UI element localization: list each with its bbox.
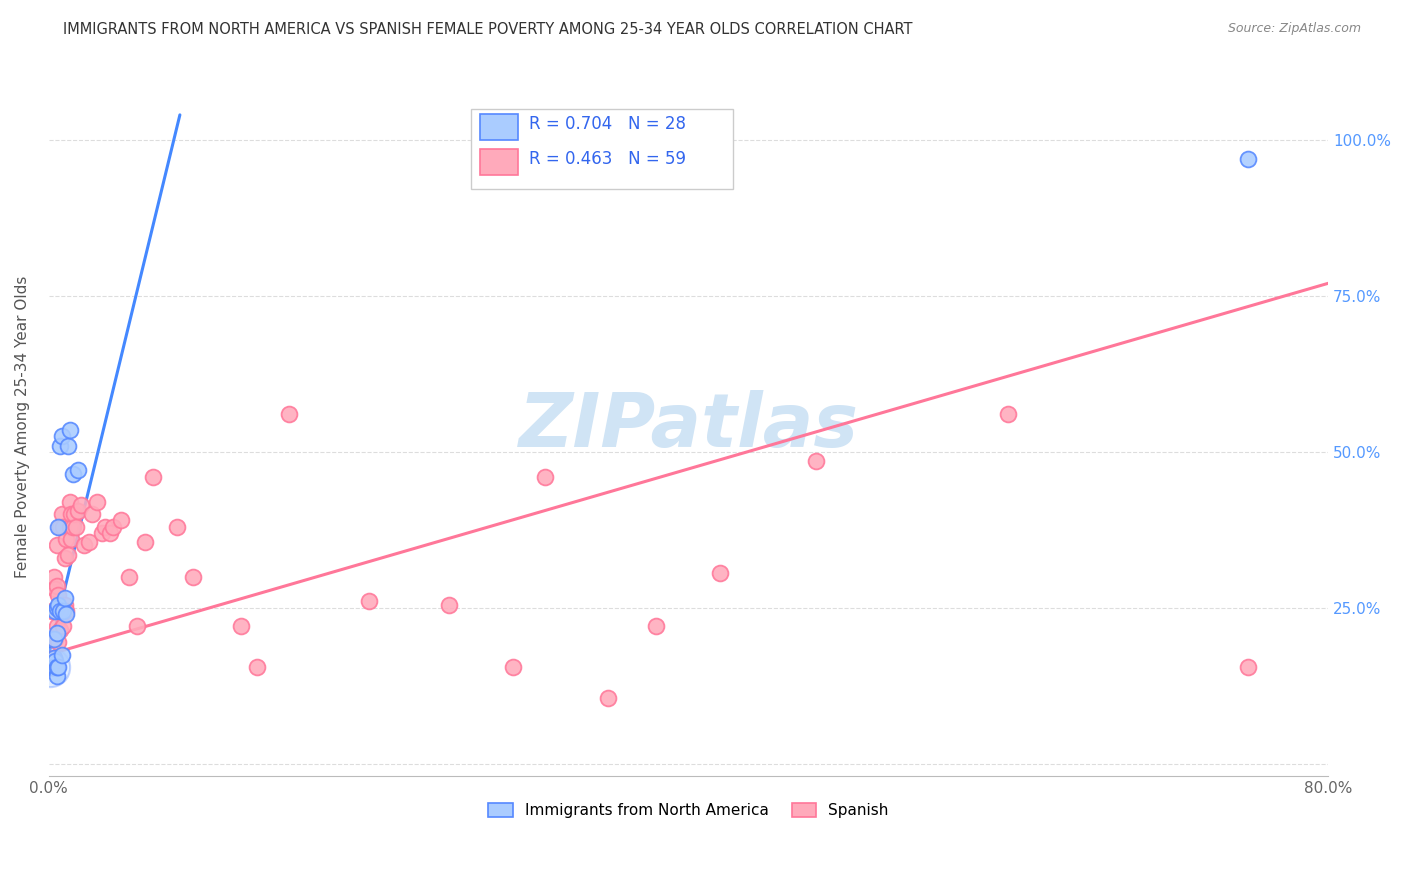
Point [51, 648, 73, 662]
Text: R = 0.704   N = 28: R = 0.704 N = 28 [529, 115, 686, 133]
Point [60, 532, 83, 546]
Point [357, 594, 380, 608]
Point [598, 691, 620, 706]
Point [41, 660, 63, 674]
Point [42, 650, 65, 665]
Point [134, 535, 156, 549]
Point [62, 519, 84, 533]
Point [58, 423, 80, 437]
Point [65, 519, 87, 533]
Point [73, 538, 96, 552]
Point [101, 519, 124, 533]
Point [45, 579, 67, 593]
Point [1237, 152, 1260, 166]
Point [125, 619, 148, 633]
Point [118, 569, 141, 583]
Point [45, 660, 67, 674]
Point [181, 569, 204, 583]
Point [46, 519, 69, 533]
Point [52, 619, 75, 633]
Point [44, 654, 66, 668]
FancyBboxPatch shape [479, 114, 519, 140]
Point [709, 566, 731, 581]
Point [42, 650, 65, 665]
Point [62, 467, 84, 481]
Point [93, 519, 115, 533]
Text: R = 0.463   N = 59: R = 0.463 N = 59 [529, 150, 686, 169]
Point [45, 619, 67, 633]
Point [53, 591, 76, 606]
Point [45, 538, 67, 552]
Point [58, 494, 80, 508]
Point [533, 469, 555, 483]
Point [44, 632, 66, 646]
Point [437, 598, 460, 612]
Point [51, 604, 73, 618]
Point [229, 619, 252, 633]
Point [66, 463, 89, 477]
Point [246, 660, 269, 674]
Point [69, 498, 91, 512]
Text: Source: ZipAtlas.com: Source: ZipAtlas.com [1227, 22, 1361, 36]
Point [502, 660, 524, 674]
Point [46, 660, 69, 674]
Point [53, 550, 76, 565]
FancyBboxPatch shape [479, 149, 519, 175]
Point [49, 438, 72, 452]
Point [46, 635, 69, 649]
Y-axis label: Female Poverty Among 25-34 Year Olds: Female Poverty Among 25-34 Year Olds [15, 276, 30, 578]
Text: ZIPatlas: ZIPatlas [519, 391, 859, 463]
Point [46, 588, 69, 602]
Point [98, 525, 121, 540]
Point [77, 535, 100, 549]
Point [645, 619, 668, 633]
Point [44, 582, 66, 596]
Point [44, 660, 66, 674]
Point [166, 519, 188, 533]
Point [56, 438, 79, 452]
Point [53, 598, 76, 612]
Point [42, 660, 65, 674]
Point [41, 657, 63, 671]
Point [41, 604, 63, 618]
Point [110, 513, 132, 527]
Point [45, 625, 67, 640]
Point [52, 519, 75, 533]
Point [142, 469, 165, 483]
Point [277, 407, 299, 421]
Point [42, 569, 65, 583]
Point [45, 669, 67, 683]
Point [41, 660, 63, 674]
Point [55, 607, 77, 621]
Point [58, 519, 80, 533]
Point [44, 604, 66, 618]
Point [45, 600, 67, 615]
Point [55, 532, 77, 546]
Point [1237, 660, 1260, 674]
Point [60, 507, 83, 521]
Point [49, 519, 72, 533]
Point [39, 660, 62, 674]
Point [51, 507, 73, 521]
Point [49, 604, 72, 618]
Point [90, 525, 112, 540]
Text: IMMIGRANTS FROM NORTH AMERICA VS SPANISH FEMALE POVERTY AMONG 25-34 YEAR OLDS CO: IMMIGRANTS FROM NORTH AMERICA VS SPANISH… [63, 22, 912, 37]
Legend: Immigrants from North America, Spanish: Immigrants from North America, Spanish [482, 797, 894, 824]
Point [86, 494, 108, 508]
Point [63, 507, 86, 521]
Point [55, 604, 77, 618]
Point [52, 604, 75, 618]
Point [997, 407, 1019, 421]
FancyBboxPatch shape [471, 109, 733, 189]
Point [46, 598, 69, 612]
Point [806, 454, 828, 468]
Point [66, 504, 89, 518]
Point [56, 548, 79, 562]
Point [80, 507, 103, 521]
Point [42, 632, 65, 646]
Point [39, 660, 62, 674]
Point [49, 623, 72, 637]
Point [51, 429, 73, 443]
